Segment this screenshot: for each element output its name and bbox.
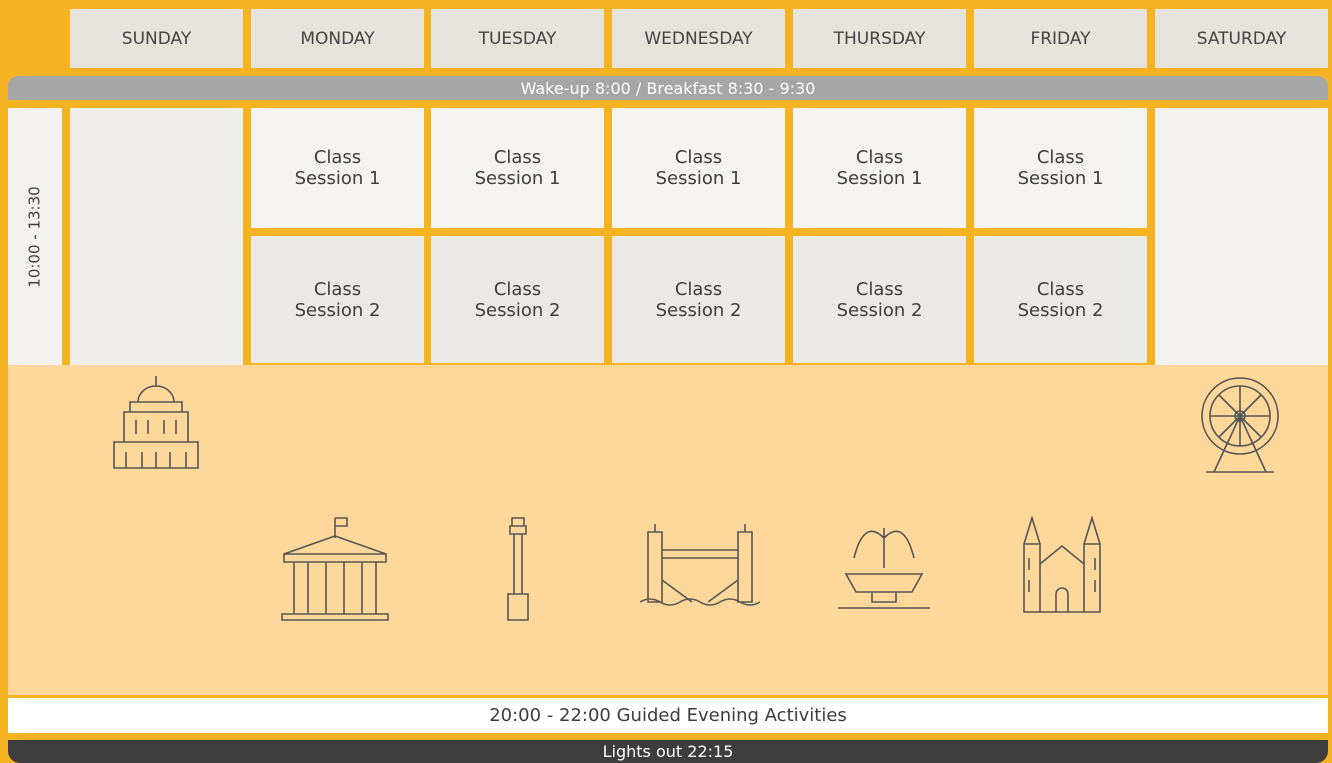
class-session: Class Session 2 bbox=[612, 236, 785, 363]
class-session: Class Session 1 bbox=[793, 108, 966, 228]
class-session: Class Session 1 bbox=[974, 108, 1147, 228]
day-header-text: THURSDAY bbox=[833, 28, 926, 49]
church-icon bbox=[1023, 515, 1101, 613]
class-session-text: Class Session 2 bbox=[474, 278, 561, 321]
class-session-text: Class Session 1 bbox=[474, 147, 561, 189]
wheel-icon bbox=[1201, 377, 1279, 473]
time-slot-text: 10:00 - 13:30 bbox=[26, 185, 44, 288]
class-session-text: Class Session 2 bbox=[655, 278, 742, 321]
day-header-text: SUNDAY bbox=[121, 28, 192, 49]
museum-icon bbox=[281, 517, 389, 621]
day-header: SATURDAY bbox=[1155, 9, 1328, 68]
oxford-icon bbox=[113, 376, 199, 469]
day-header-text: TUESDAY bbox=[478, 28, 557, 49]
day-header: THURSDAY bbox=[793, 9, 966, 68]
day-header: WEDNESDAY bbox=[612, 9, 785, 68]
lights-out-bar: Lights out 22:15 bbox=[8, 740, 1328, 763]
class-session: Class Session 2 bbox=[431, 236, 604, 363]
day-header-text: WEDNESDAY bbox=[644, 28, 753, 49]
day-header: FRIDAY bbox=[974, 9, 1147, 68]
class-session-text: Class Session 1 bbox=[1017, 147, 1104, 189]
class-session: Class Session 1 bbox=[431, 108, 604, 228]
time-slot: 10:00 - 13:30 bbox=[8, 108, 62, 365]
class-session-text: Class Session 1 bbox=[836, 147, 923, 189]
fountain-icon bbox=[838, 528, 930, 609]
class-session: Class Session 2 bbox=[793, 236, 966, 363]
bridge-icon bbox=[640, 524, 760, 606]
class-session-text: Class Session 2 bbox=[1017, 278, 1104, 321]
class-session: Class Session 2 bbox=[974, 236, 1147, 363]
day-header-text: SATURDAY bbox=[1196, 28, 1287, 49]
breakfast-bar-text: Wake-up 8:00 / Breakfast 8:30 - 9:30 bbox=[520, 78, 816, 98]
column-icon bbox=[507, 517, 529, 621]
evening-bar-text: 20:00 - 22:00 Guided Evening Activities bbox=[489, 705, 847, 726]
lights-out-bar-text: Lights out 22:15 bbox=[602, 742, 734, 761]
day-header-text: FRIDAY bbox=[1030, 28, 1091, 49]
class-session-text: Class Session 2 bbox=[294, 278, 381, 321]
breakfast-bar: Wake-up 8:00 / Breakfast 8:30 - 9:30 bbox=[8, 76, 1328, 100]
afternoon-band bbox=[8, 365, 1328, 695]
day-header: TUESDAY bbox=[431, 9, 604, 68]
class-session: Class Session 1 bbox=[612, 108, 785, 228]
day-header-text: MONDAY bbox=[300, 28, 375, 49]
class-session-text: Class Session 1 bbox=[294, 147, 381, 189]
day-header: SUNDAY bbox=[70, 9, 243, 68]
class-session: Class Session 1 bbox=[251, 108, 424, 228]
evening-bar: 20:00 - 22:00 Guided Evening Activities bbox=[8, 698, 1328, 733]
class-session: Class Session 2 bbox=[251, 236, 424, 363]
day-header: MONDAY bbox=[251, 9, 424, 68]
class-session-text: Class Session 2 bbox=[836, 278, 923, 321]
class-session-text: Class Session 1 bbox=[655, 147, 742, 189]
